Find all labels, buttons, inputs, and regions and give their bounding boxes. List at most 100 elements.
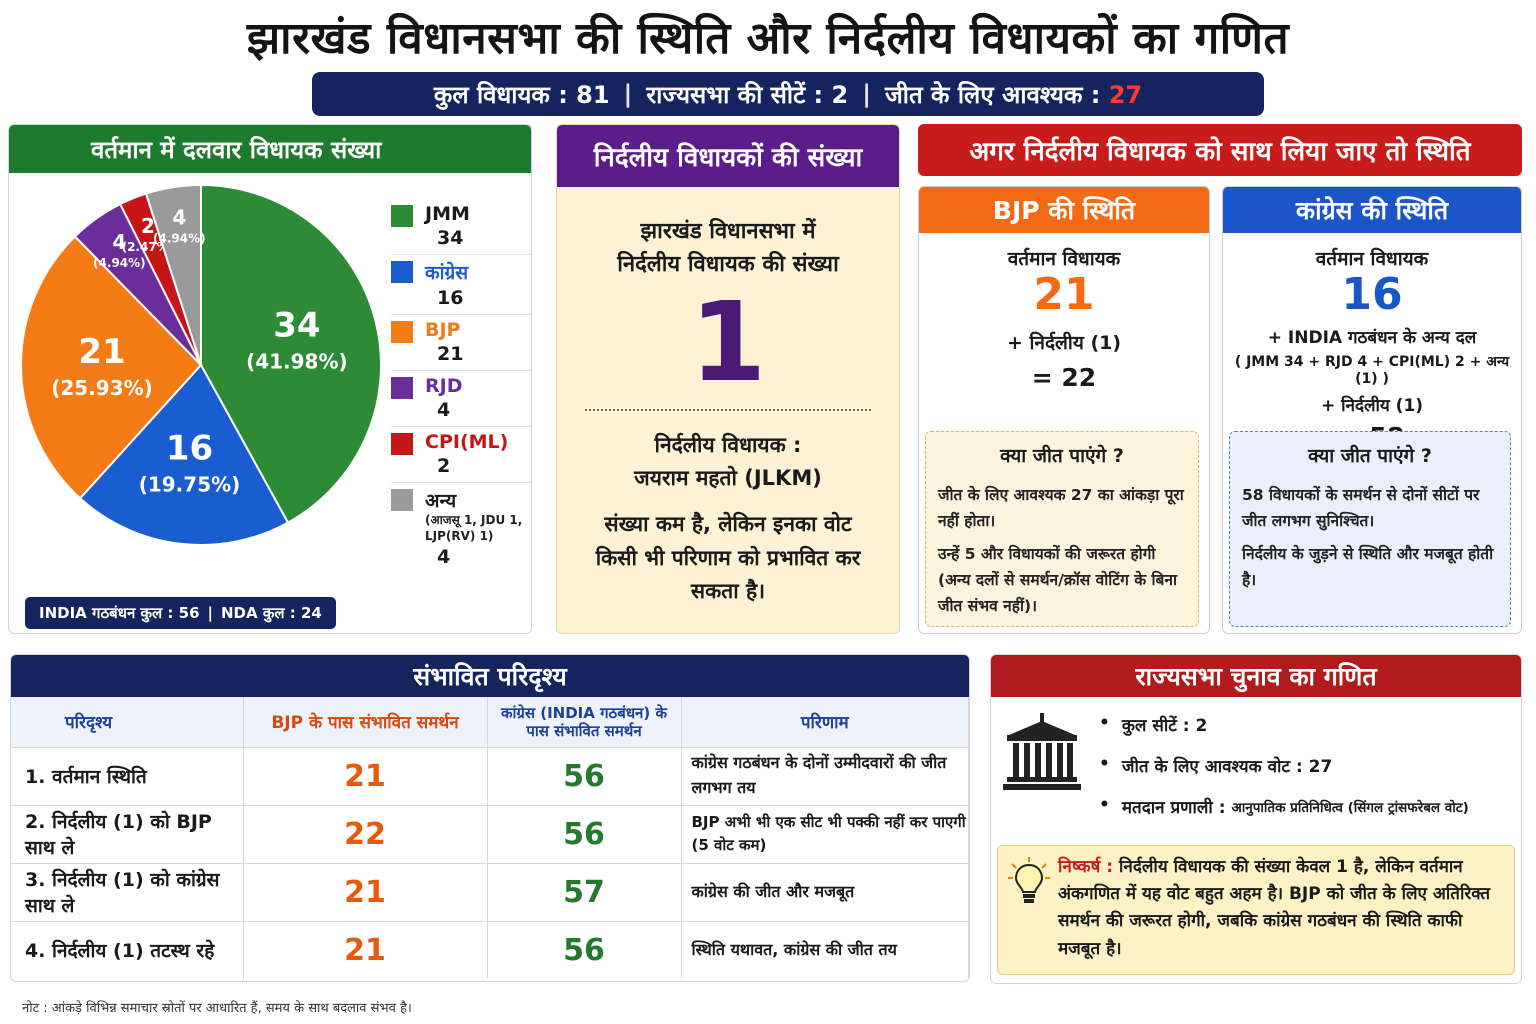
congress-win-box: क्या जीत पाएंगे ? 58 विधायकों के समर्थन … (1229, 431, 1511, 627)
scenario-table-panel: संभावित परिदृश्य परिदृश्य BJP के पास संभ… (10, 654, 970, 982)
legend-name: BJP (425, 319, 461, 341)
legend-item: CPI(ML) 2 (391, 427, 531, 483)
slice-percent-label: (4.94%) (153, 231, 206, 245)
slice-percent-label: (41.98%) (246, 349, 348, 373)
table-row: 1. वर्तमान स्थिति 21 56 कांग्रेस गठबंधन … (11, 746, 969, 805)
plus-independent: + निर्दलीय (1) (1320, 396, 1424, 417)
pie-legend: JMM 34 कांग्रेस 16 BJP 21 RJD 4 CPI(ML) 2 अन्य (आजस… (391, 199, 531, 573)
bjp-current: 21 (1033, 269, 1095, 320)
legend-item: BJP 21 (391, 315, 531, 371)
win-question: क्या जीत पाएंगे ? (1000, 445, 1124, 467)
footnote: नोट : आंकड़े विभिन्न समाचार स्रोतों पर आ… (22, 1001, 412, 1016)
table-row: 3. निर्दलीय (1) को कांग्रेस साथ ले 21 57… (11, 862, 969, 921)
mla-name: जयराम महतो (JLKM) (634, 465, 822, 490)
legend-value: 34 (437, 227, 464, 249)
rs-seats: राज्यसभा की सीटें : 2 (646, 80, 849, 109)
independent-mla: निर्दलीय विधायक : जयराम महतो (JLKM) (557, 429, 899, 494)
conclusion-box: निष्कर्ष : निर्दलीय विधायक की संख्या केव… (997, 845, 1515, 975)
plus-india: + INDIA गठबंधन के अन्य दल (1267, 328, 1477, 349)
independent-panel: निर्दलीय विधायकों की संख्या झारखंड विधान… (556, 124, 900, 634)
legend-value: 2 (437, 455, 451, 477)
congress-current: 16 (1341, 269, 1403, 320)
scenario-cell: 1. वर्तमान स्थिति (11, 746, 244, 805)
india-detail: ( JMM 34 + RJD 4 + CPI(ML) 2 + अन्य (1) … (1234, 354, 1510, 388)
mla-label: निर्दलीय विधायक : (654, 433, 802, 457)
independent-heading: निर्दलीय विधायकों की संख्या (557, 125, 899, 187)
legend-swatch (391, 489, 413, 511)
rs-fact: कुल सीटें : 2 (1099, 713, 1469, 736)
rajya-sabha-panel: राज्यसभा चुनाव का गणित कुल सीटें : 2 जीत… (990, 654, 1522, 984)
scenario-cell: 2. निर्दलीय (1) को BJP साथ ले (11, 804, 244, 863)
independent-note: संख्या कम है, लेकिन इनका वोट किसी भी परि… (595, 512, 861, 604)
scenario-cell: 4. निर्दलीय (1) तटस्थ रहे (11, 920, 244, 979)
pie-chart: 34(41.98%)16(19.75%)21(25.93%)4(4.94%)2(… (20, 183, 382, 546)
summary-bar: कुल विधायक : 81 | राज्यसभा की सीटें : 2 … (312, 72, 1264, 116)
result-cell: कांग्रेस की जीत और मजबूत (681, 862, 969, 921)
party-wise-panel: वर्तमान में दलवार विधायक संख्या 34 (41.98… (8, 124, 532, 634)
congress-card-heading: कांग्रेस की स्थिति (1223, 187, 1521, 233)
plus-independent: + निर्दलीय (1) (1006, 332, 1122, 355)
bjp-win-box: क्या जीत पाएंगे ? जीत के लिए आवश्यक 27 क… (925, 431, 1199, 627)
col-header: परिणाम (681, 697, 969, 747)
col-header: परिदृश्य (11, 697, 244, 747)
alliance-totals: INDIA गठबंधन कुल : 56 | NDA कुल : 24 (25, 597, 336, 629)
table-row: 2. निर्दलीय (1) को BJP साथ ले 22 56 BJP … (11, 804, 969, 863)
congress-value: 56 (487, 804, 682, 863)
rs-fact: मतदान प्रणाली : आनुपातिक प्रतिनिधित्व (स… (1099, 795, 1469, 818)
legend-swatch (391, 205, 413, 227)
win-point: जीत के लिए आवश्यक 27 का आंकड़ा पूरा नहीं… (938, 486, 1184, 531)
win-point: 58 विधायकों के समर्थन से दोनों सीटों पर … (1242, 486, 1480, 531)
win-question: क्या जीत पाएंगे ? (1308, 445, 1432, 467)
desc-line: झारखंड विधानसभा में (640, 219, 816, 244)
slice-value-label: 21 (78, 332, 125, 372)
legend-swatch (391, 261, 413, 283)
pie-slice (78, 363, 290, 546)
legend-value: 16 (437, 287, 464, 309)
conclusion-text: निष्कर्ष : निर्दलीय विधायक की संख्या केव… (1058, 857, 1491, 959)
result-cell: स्थिति यथावत, कांग्रेस की जीत तय (681, 920, 969, 979)
bjp-value: 21 (243, 862, 488, 921)
legend-item: कांग्रेस 16 (391, 255, 531, 315)
legend-swatch (391, 321, 413, 343)
legend-name: RJD (425, 375, 463, 397)
result-cell: कांग्रेस गठबंधन के दोनों उम्मीदवारों की … (681, 746, 969, 805)
col-header: कांग्रेस (INDIA गठबंधन) के पास संभावित स… (487, 697, 682, 747)
independent-desc: झारखंड विधानसभा में निर्दलीय विधायक की स… (557, 215, 899, 281)
result-cell: BJP अभी भी एक सीट भी पक्की नहीं कर पाएगी… (681, 804, 969, 863)
desc-line: निर्दलीय विधायक की संख्या (617, 252, 839, 277)
congress-value: 56 (487, 920, 682, 979)
slice-percent-label: (4.94%) (93, 256, 146, 270)
independent-count: 1 (689, 278, 767, 406)
bjp-card: BJP की स्थिति वर्तमान विधायक 21 + निर्दल… (918, 186, 1210, 634)
bjp-total: = 22 (1031, 363, 1097, 393)
total-mla: कुल विधायक : 81 (433, 80, 610, 109)
parliament-building-icon (1003, 713, 1081, 790)
table-header-row: परिदृश्य BJP के पास संभावित समर्थन कांग्… (11, 697, 969, 747)
slice-percent-label: (19.75%) (139, 472, 241, 496)
pie-panel-heading: वर्तमान में दलवार विधायक संख्या (9, 125, 531, 173)
separator: | (623, 80, 633, 108)
legend-swatch (391, 377, 413, 399)
congress-card: कांग्रेस की स्थिति वर्तमान विधायक 16 + I… (1222, 186, 1522, 634)
legend-swatch (391, 433, 413, 455)
bjp-value: 21 (243, 746, 488, 805)
nda-total: NDA कुल : 24 (221, 604, 322, 622)
pie-slice (144, 183, 202, 366)
slice-percent-label: (25.93%) (51, 376, 153, 400)
rs-fact: जीत के लिए आवश्यक वोट : 27 (1099, 754, 1469, 777)
current-label: वर्तमान विधायक (1007, 248, 1121, 270)
legend-value: 4 (437, 399, 451, 421)
congress-value: 56 (487, 746, 682, 805)
win-point: उन्हें 5 और विधायकों की जरूरत होगी (अन्य… (938, 544, 1177, 616)
congress-value: 57 (487, 862, 682, 921)
col-header: BJP के पास संभावित समर्थन (243, 697, 488, 747)
scenario-table: परिदृश्य BJP के पास संभावित समर्थन कांग्… (11, 697, 969, 979)
separator: | (862, 80, 871, 108)
needed-label: जीत के लिए आवश्यक : 27 (884, 80, 1143, 109)
legend-name: कांग्रेस (425, 262, 469, 284)
table-row: 4. निर्दलीय (1) तटस्थ रहे 21 56 स्थिति य… (11, 920, 969, 979)
slice-value-label: 4 (112, 230, 126, 254)
current-label: वर्तमान विधायक (1315, 248, 1429, 270)
rs-heading: राज्यसभा चुनाव का गणित (991, 655, 1521, 697)
scenario-cell: 3. निर्दलीय (1) को कांग्रेस साथ ले (11, 862, 244, 921)
